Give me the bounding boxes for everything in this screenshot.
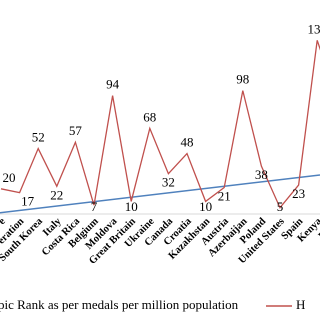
data-line	[0, 40, 320, 209]
data-label: 32	[162, 175, 175, 190]
legend-text: pic Rank as per medals per million popul…	[0, 297, 239, 312]
data-label: 7	[91, 199, 98, 214]
data-label: 52	[32, 130, 45, 145]
x-tick-label: e	[0, 216, 8, 227]
data-label: 5	[277, 199, 284, 214]
data-label: 21	[218, 189, 231, 204]
legend-label: H	[296, 297, 305, 312]
data-label: 138	[307, 21, 320, 36]
data-label: 68	[143, 109, 156, 124]
data-label: 22	[50, 187, 63, 202]
data-label: 48	[181, 135, 194, 150]
data-label: 94	[106, 77, 120, 92]
data-label: 57	[69, 123, 83, 138]
data-label: 10	[199, 199, 212, 214]
data-label: 20	[3, 170, 16, 185]
data-label: 23	[292, 186, 305, 201]
data-label: 38	[255, 167, 268, 182]
trendline	[0, 174, 320, 214]
data-label: 98	[236, 72, 249, 87]
data-label: 17	[21, 194, 35, 209]
data-label: 10	[125, 199, 138, 214]
